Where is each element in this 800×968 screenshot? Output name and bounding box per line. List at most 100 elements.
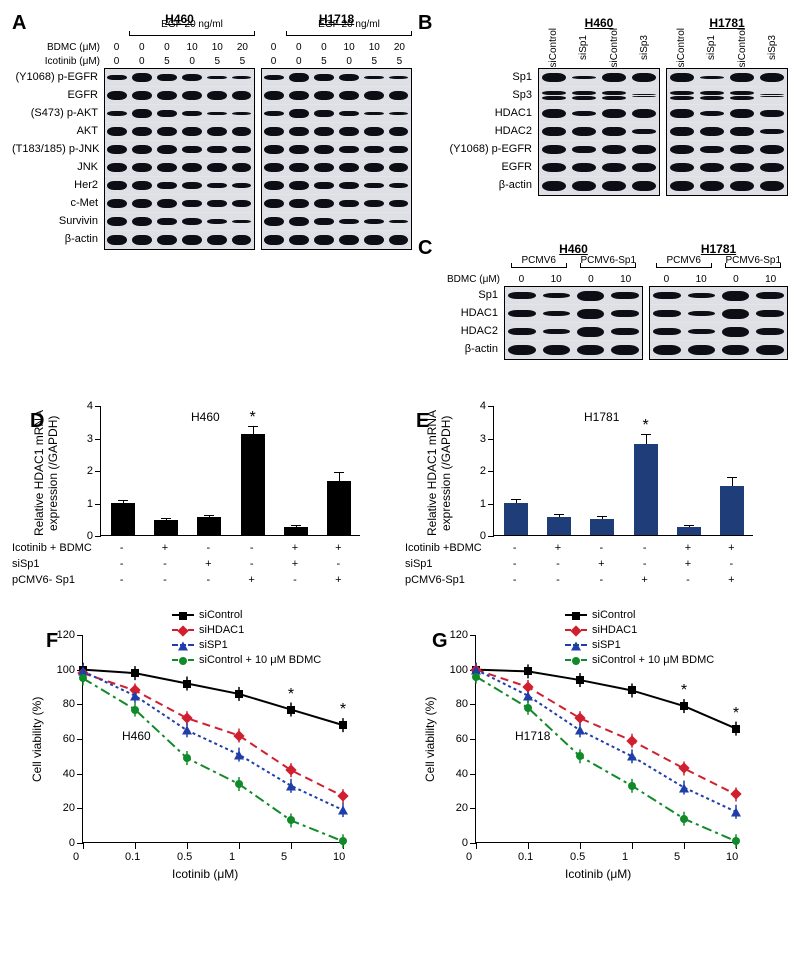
plasmid-label: PCMV6-Sp1 <box>574 255 644 266</box>
blot-row-label: β-actin <box>12 230 98 248</box>
blot-lane <box>312 69 337 86</box>
blot-lane <box>229 141 254 158</box>
condition-value: 0 <box>180 56 205 67</box>
blot-lane <box>650 305 684 322</box>
blot-lane <box>105 231 130 249</box>
blot-row <box>105 123 254 141</box>
x-row-mark: - <box>187 574 230 586</box>
blot-row-label: JNK <box>12 158 98 176</box>
x-row-label: Icotinib +BDMC <box>405 542 493 554</box>
blot-lane <box>505 287 539 304</box>
x-row-mark: - <box>100 542 143 554</box>
egf-label: EGF 20 ng/ml <box>286 19 412 30</box>
condition-value: 0 <box>286 42 311 53</box>
blot-lane <box>608 287 642 304</box>
blot-lane <box>155 105 180 122</box>
row-fg: 02040608010012000.10.51510**Cell viabili… <box>12 607 788 927</box>
data-marker <box>679 783 689 792</box>
blot-lane <box>599 141 629 158</box>
data-marker <box>79 674 87 682</box>
condition-value: 5 <box>154 56 179 67</box>
data-marker <box>339 721 347 729</box>
blot-lane <box>539 177 569 195</box>
blot-lane <box>757 87 787 104</box>
blot-row <box>539 159 659 177</box>
y-tick-label: 3 <box>480 433 494 445</box>
blot-lane <box>569 105 599 122</box>
condition-value: 0 <box>261 56 286 67</box>
y-tick-label: 3 <box>87 433 101 445</box>
blot-row-label: HDAC1 <box>446 104 532 122</box>
legend-label: siControl <box>592 609 635 621</box>
x-row-mark: + <box>317 542 360 554</box>
y-tick-label: 120 <box>57 629 83 641</box>
blot-lane <box>105 159 130 176</box>
blot-lane <box>287 87 312 104</box>
blot-row-label: (T183/185) p-JNK <box>12 140 98 158</box>
blot-lane <box>105 177 130 194</box>
row-de: 01234*Relative HDAC1 mRNA expression (/G… <box>12 388 788 603</box>
blot-row-label: Survivin <box>12 212 98 230</box>
blot-lane <box>287 123 312 140</box>
legend-item: siControl <box>565 607 714 622</box>
significance-star: * <box>643 417 649 435</box>
blot-lane <box>629 141 659 158</box>
condition-value: 10 <box>608 274 643 285</box>
blot-lane <box>336 141 361 158</box>
blot-lane <box>312 87 337 104</box>
blot-lane <box>727 69 757 86</box>
blot-lane <box>569 141 599 158</box>
data-marker <box>234 750 244 759</box>
blot-row <box>505 287 642 305</box>
condition-value: 10 <box>753 274 788 285</box>
condition-value: 0 <box>129 42 154 53</box>
condition-value: 5 <box>387 56 412 67</box>
blot-row <box>505 341 642 359</box>
legend-label: siControl + 10 μM BDMC <box>199 654 321 666</box>
blot-lane <box>697 177 727 195</box>
y-tick-label: 40 <box>456 768 476 780</box>
chart-title: H460 <box>191 410 220 424</box>
legend-item: siSP1 <box>172 637 321 652</box>
blot-lane <box>697 123 727 140</box>
x-row-label: pCMV6-Sp1 <box>405 574 493 586</box>
y-tick-label: 4 <box>480 400 494 412</box>
blot-lane <box>105 105 130 122</box>
blot-row <box>539 177 659 195</box>
data-marker <box>183 754 191 762</box>
blot-lane <box>312 231 337 249</box>
blot-lane <box>361 213 386 230</box>
blot-row <box>539 87 659 105</box>
blot-lane <box>361 123 386 140</box>
blot-lane <box>229 213 254 230</box>
blot-lane <box>599 87 629 104</box>
blot-lane <box>155 69 180 86</box>
blot-lane <box>287 195 312 212</box>
condition-value: 10 <box>205 42 230 53</box>
blot-lane <box>130 213 155 230</box>
blot-lane <box>155 141 180 158</box>
x-row-mark: - <box>536 574 579 586</box>
blot-lane <box>719 323 753 340</box>
legend-item: siControl + 10 μM BDMC <box>172 652 321 667</box>
blot-lane <box>130 69 155 86</box>
x-row-mark: + <box>623 574 666 586</box>
blot-lane <box>204 123 229 140</box>
significance-star: * <box>733 705 739 723</box>
blot-lane <box>204 159 229 176</box>
blot-lane <box>569 159 599 176</box>
blot-lane <box>539 105 569 122</box>
legend-label: siControl <box>199 609 242 621</box>
blot-row <box>539 69 659 87</box>
blot-lane <box>539 141 569 158</box>
blot-lane <box>650 341 684 359</box>
blot-lane <box>262 69 287 86</box>
blot-lane <box>155 177 180 194</box>
legend-label: siSP1 <box>199 639 228 651</box>
blot-lane <box>336 123 361 140</box>
x-row-mark: - <box>580 574 623 586</box>
blot-row-label: Sp3 <box>446 86 532 104</box>
y-tick-label: 0 <box>462 837 476 849</box>
y-tick-label: 1 <box>480 498 494 510</box>
x-row-label: siSp1 <box>405 558 493 570</box>
